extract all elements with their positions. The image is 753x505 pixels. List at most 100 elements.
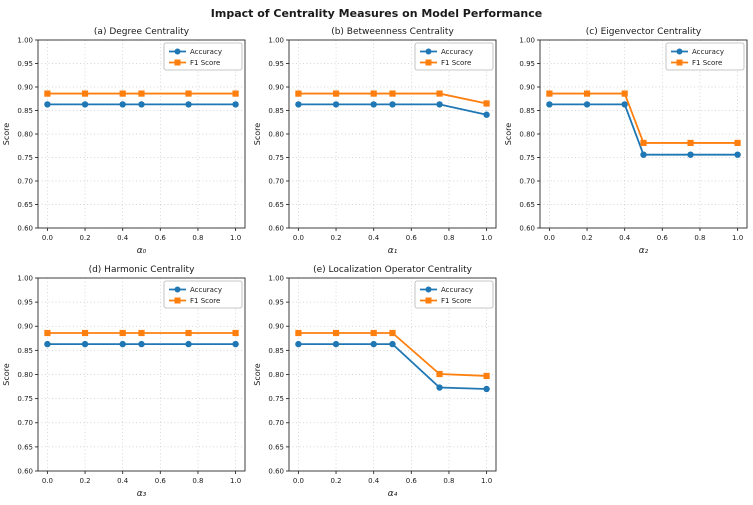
data-point-marker bbox=[185, 101, 192, 108]
y-tick-label: 0.75 bbox=[519, 154, 535, 162]
subplot-localization-operator-centrality: 0.60 0.65 0.70 0.75 0.80 0.85 0.90 0.95 1.00 0.0 0… bbox=[251, 262, 502, 505]
data-point-marker bbox=[332, 101, 340, 108]
legend-label: F1 Score bbox=[190, 59, 220, 67]
data-point-marker bbox=[640, 139, 647, 147]
y-axis-label: Score bbox=[2, 123, 11, 145]
series-line bbox=[298, 332, 487, 377]
series-line bbox=[298, 92, 487, 105]
data-point-marker bbox=[687, 151, 694, 158]
x-tick-label: 0.6 bbox=[657, 234, 669, 242]
y-tick-label: 0.75 bbox=[17, 395, 33, 403]
legend-marker-circle bbox=[676, 48, 683, 55]
data-point-marker bbox=[119, 90, 126, 97]
x-tick-label: 0.8 bbox=[443, 234, 454, 242]
y-tick-label: 0.95 bbox=[17, 299, 33, 307]
y-tick-label: 0.75 bbox=[17, 154, 33, 162]
figure-title: Impact of Centrality Measures on Model P… bbox=[210, 7, 543, 20]
data-point-marker bbox=[81, 101, 89, 108]
data-point-marker bbox=[81, 340, 89, 348]
legend-marker-square bbox=[174, 59, 181, 66]
y-tick-label: 0.70 bbox=[519, 177, 535, 185]
x-tick-label: 0.0 bbox=[42, 234, 53, 242]
series-line bbox=[549, 103, 738, 156]
data-point-marker bbox=[546, 90, 553, 97]
data-point-marker bbox=[389, 340, 396, 348]
data-point-marker bbox=[138, 329, 145, 337]
data-point-marker bbox=[370, 101, 377, 108]
empty-cell bbox=[502, 262, 753, 505]
data-point-marker bbox=[44, 329, 51, 337]
data-point-marker bbox=[138, 90, 145, 97]
y-tick-label: 0.85 bbox=[519, 107, 535, 115]
data-point-marker bbox=[232, 329, 239, 337]
x-axis-label: α₄ bbox=[388, 489, 398, 499]
y-tick-label: 0.85 bbox=[268, 347, 284, 355]
data-point-marker bbox=[81, 329, 89, 337]
x-tick-label: 0.6 bbox=[406, 234, 418, 242]
y-axis-label: Score bbox=[253, 363, 262, 385]
data-point-marker bbox=[583, 90, 591, 97]
legend: Accuracy F1 Score bbox=[665, 42, 745, 71]
x-tick-label: 0.0 bbox=[42, 477, 53, 485]
data-point-marker bbox=[621, 90, 628, 97]
series-accuracy bbox=[44, 340, 239, 348]
data-point-marker bbox=[583, 101, 591, 108]
legend-marker-circle bbox=[425, 286, 432, 293]
data-point-marker bbox=[119, 101, 126, 108]
series-f1-score bbox=[44, 90, 239, 97]
data-point-marker bbox=[44, 90, 51, 97]
x-tick-label: 0.2 bbox=[330, 234, 341, 242]
y-tick-label: 0.85 bbox=[268, 107, 284, 115]
chart-harmonic-centrality: 0.60 0.65 0.70 0.75 0.80 0.85 0.90 0.95 1.00 0.0 0… bbox=[2, 265, 246, 499]
subplot-betweenness-centrality: 0.60 0.65 0.70 0.75 0.80 0.85 0.90 0.95 1.00 0.0 0… bbox=[251, 24, 502, 262]
data-point-marker bbox=[640, 151, 647, 158]
subplot-degree-centrality: 0.60 0.65 0.70 0.75 0.80 0.85 0.90 0.95 1.00 0.0 0… bbox=[0, 24, 251, 262]
data-point-marker bbox=[436, 101, 443, 108]
legend-marker-square bbox=[425, 297, 432, 304]
legend-marker-square bbox=[425, 59, 432, 66]
legend: Accuracy F1 Score bbox=[414, 42, 494, 71]
y-tick-label: 0.80 bbox=[17, 371, 33, 379]
y-tick-label: 1.00 bbox=[519, 36, 535, 44]
y-tick-label: 1.00 bbox=[268, 274, 284, 282]
series-f1-score bbox=[295, 90, 490, 107]
y-tick-label: 0.70 bbox=[268, 419, 284, 427]
legend-marker-circle bbox=[425, 48, 432, 55]
y-tick-label: 0.80 bbox=[519, 130, 535, 138]
data-point-marker bbox=[185, 340, 192, 348]
x-tick-label: 0.8 bbox=[192, 477, 203, 485]
x-tick-label: 1.0 bbox=[481, 477, 492, 485]
data-point-marker bbox=[332, 90, 340, 97]
y-axis-label: Score bbox=[2, 363, 11, 385]
y-tick-label: 0.75 bbox=[268, 154, 284, 162]
data-point-marker bbox=[232, 340, 239, 348]
y-tick-label: 0.60 bbox=[17, 224, 33, 232]
y-tick-label: 0.95 bbox=[17, 60, 33, 68]
y-tick-label: 0.80 bbox=[268, 371, 284, 379]
subplot-title: (e) Localization Operator Centrality bbox=[313, 265, 473, 275]
x-tick-label: 0.4 bbox=[117, 477, 129, 485]
x-axis-label: α₀ bbox=[137, 246, 147, 256]
x-axis-label: α₂ bbox=[639, 246, 649, 256]
x-tick-label: 0.8 bbox=[694, 234, 705, 242]
series-line bbox=[549, 92, 738, 144]
y-tick-label: 0.65 bbox=[268, 443, 284, 451]
data-point-marker bbox=[436, 90, 443, 97]
y-tick-label: 0.65 bbox=[268, 201, 284, 209]
chart-eigenvector-centrality: 0.60 0.65 0.70 0.75 0.80 0.85 0.90 0.95 1.00 0.0 0… bbox=[504, 27, 748, 256]
data-point-marker bbox=[232, 90, 239, 97]
data-point-marker bbox=[483, 111, 490, 118]
y-tick-label: 0.90 bbox=[17, 83, 33, 91]
y-tick-label: 0.70 bbox=[268, 177, 284, 185]
series-line bbox=[298, 103, 487, 116]
y-tick-label: 0.80 bbox=[17, 130, 33, 138]
chart-betweenness-centrality: 0.60 0.65 0.70 0.75 0.80 0.85 0.90 0.95 1.00 0.0 0… bbox=[253, 27, 497, 256]
series-f1-score bbox=[295, 329, 490, 380]
subplot-harmonic-centrality: 0.60 0.65 0.70 0.75 0.80 0.85 0.90 0.95 1.00 0.0 0… bbox=[0, 262, 251, 505]
legend-label: Accuracy bbox=[441, 286, 473, 294]
legend-label: Accuracy bbox=[190, 48, 222, 56]
y-tick-label: 0.60 bbox=[17, 467, 33, 475]
x-tick-label: 0.2 bbox=[581, 234, 592, 242]
x-tick-label: 0.0 bbox=[293, 234, 304, 242]
